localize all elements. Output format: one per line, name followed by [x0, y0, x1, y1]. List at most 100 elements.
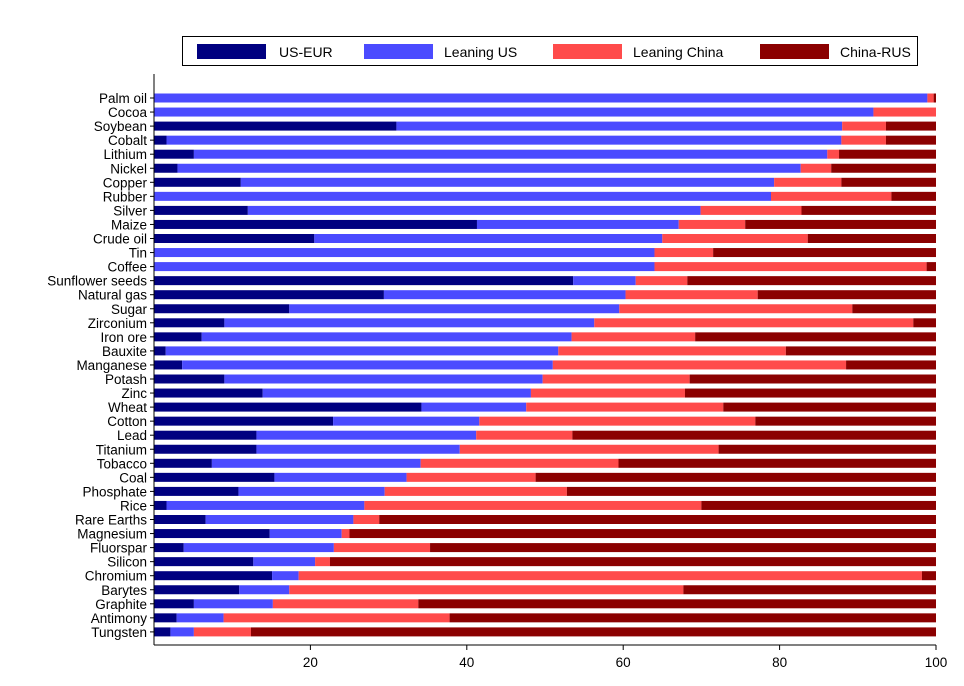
- bar-barytes-china-rus: [683, 585, 936, 595]
- y-tick-labels: Palm oilCocoaSoybeanCobaltLithiumNickelC…: [47, 91, 154, 640]
- bar-fluorspar-leaning-us: [183, 543, 334, 553]
- y-tick-label-magnesium: Magnesium: [77, 527, 147, 542]
- bar-rice-leaning-us: [166, 500, 365, 510]
- bar-lithium-leaning-china: [827, 149, 840, 159]
- y-tick-label-bauxite: Bauxite: [102, 344, 147, 359]
- bar-lead-us-eur: [154, 430, 257, 440]
- bar-silver-leaning-us: [247, 205, 701, 215]
- y-tick-label-nickel: Nickel: [110, 161, 147, 176]
- bar-tobacco-us-eur: [154, 458, 212, 468]
- bar-silver-leaning-china: [700, 205, 802, 215]
- bar-titanium-leaning-us: [256, 444, 460, 454]
- y-tick-label-lithium: Lithium: [103, 147, 147, 162]
- bar-silicon-china-rus: [329, 557, 936, 567]
- bar-zirconium-china-rus: [913, 318, 936, 328]
- bar-sunflower-seeds-leaning-china: [635, 276, 688, 286]
- bar-zinc-leaning-us: [262, 388, 531, 398]
- bar-graphite-leaning-china: [272, 599, 419, 609]
- bar-copper-us-eur: [154, 177, 241, 187]
- bar-wheat-us-eur: [154, 402, 422, 412]
- bar-bauxite-china-rus: [785, 346, 936, 356]
- bar-magnesium-leaning-us: [269, 529, 342, 539]
- bar-cotton-china-rus: [755, 416, 936, 426]
- bar-bauxite-us-eur: [154, 346, 166, 356]
- bar-nickel-us-eur: [154, 163, 178, 173]
- y-tick-label-coal: Coal: [119, 470, 147, 485]
- bar-natural-gas-china-rus: [757, 290, 936, 300]
- x-tick-label-80: 80: [772, 655, 787, 670]
- y-tick-label-rubber: Rubber: [103, 189, 148, 204]
- y-tick-label-graphite: Graphite: [95, 597, 147, 612]
- bar-titanium-china-rus: [718, 444, 936, 454]
- x-tick-label-40: 40: [459, 655, 474, 670]
- bar-iron-ore-china-rus: [695, 332, 936, 342]
- bar-bauxite-leaning-china: [558, 346, 786, 356]
- bar-antimony-leaning-us: [176, 613, 224, 623]
- bar-copper-leaning-us: [240, 177, 775, 187]
- bar-lead-leaning-us: [256, 430, 477, 440]
- legend-label-us-eur: US-EUR: [279, 44, 333, 60]
- bar-silicon-leaning-china: [315, 557, 330, 567]
- bar-lead-china-rus: [572, 430, 936, 440]
- bar-rare-earths-us-eur: [154, 515, 206, 524]
- y-tick-label-palm-oil: Palm oil: [99, 91, 147, 106]
- bar-sunflower-seeds-leaning-us: [573, 276, 636, 286]
- bar-zinc-us-eur: [154, 388, 263, 398]
- bar-coal-leaning-us: [274, 472, 407, 482]
- bar-silicon-leaning-us: [253, 557, 316, 567]
- bar-barytes-leaning-us: [239, 585, 290, 595]
- bar-silver-us-eur: [154, 205, 248, 215]
- y-tick-label-cotton: Cotton: [107, 414, 147, 429]
- bar-chromium-us-eur: [154, 571, 273, 581]
- bar-zinc-leaning-china: [530, 388, 685, 398]
- bar-cotton-us-eur: [154, 416, 334, 426]
- bar-potash-leaning-china: [542, 374, 690, 384]
- y-tick-label-wheat: Wheat: [108, 400, 147, 415]
- bar-manganese-leaning-us: [182, 360, 553, 370]
- bar-fluorspar-us-eur: [154, 543, 184, 553]
- bar-tobacco-china-rus: [618, 458, 936, 468]
- y-tick-label-barytes: Barytes: [101, 583, 147, 598]
- bar-manganese-leaning-china: [552, 360, 847, 370]
- bar-lithium-leaning-us: [193, 149, 828, 159]
- bar-fluorspar-leaning-china: [333, 543, 431, 553]
- bar-iron-ore-leaning-us: [201, 332, 572, 342]
- legend-swatch-china-rus: [760, 44, 829, 59]
- y-tick-label-lead: Lead: [117, 428, 147, 443]
- bar-crude-oil-leaning-china: [662, 234, 808, 243]
- bar-titanium-leaning-china: [459, 444, 719, 454]
- bar-copper-leaning-china: [774, 177, 842, 187]
- bar-chromium-leaning-china: [298, 571, 922, 581]
- bar-natural-gas-us-eur: [154, 290, 384, 300]
- bar-crude-oil-china-rus: [807, 234, 936, 243]
- bar-natural-gas-leaning-china: [625, 290, 758, 300]
- legend: US-EUR Leaning US Leaning China China-RU…: [182, 36, 918, 66]
- y-tick-label-titanium: Titanium: [96, 442, 147, 457]
- bar-crude-oil-leaning-us: [314, 234, 663, 243]
- bar-palm-oil-china-rus: [933, 93, 936, 103]
- bar-coal-leaning-china: [406, 472, 536, 482]
- x-ticks: 20 40 60 80 100: [303, 645, 947, 670]
- bar-coal-us-eur: [154, 472, 275, 482]
- y-tick-label-phosphate: Phosphate: [82, 484, 147, 499]
- bar-phosphate-china-rus: [566, 486, 936, 496]
- bar-magnesium-china-rus: [349, 529, 936, 539]
- bar-titanium-us-eur: [154, 444, 257, 454]
- bar-cobalt-china-rus: [885, 135, 936, 145]
- bar-zirconium-leaning-china: [594, 318, 914, 328]
- bar-rice-leaning-china: [364, 500, 702, 510]
- bar-magnesium-us-eur: [154, 529, 270, 539]
- bar-sugar-leaning-china: [619, 304, 853, 314]
- bar-barytes-us-eur: [154, 585, 240, 595]
- bar-antimony-leaning-china: [223, 613, 450, 623]
- bar-rare-earths-china-rus: [379, 515, 936, 524]
- bar-soybean-us-eur: [154, 121, 397, 131]
- y-tick-label-tungsten: Tungsten: [91, 625, 147, 640]
- bar-lithium-us-eur: [154, 149, 194, 159]
- bar-potash-us-eur: [154, 374, 225, 384]
- bar-nickel-china-rus: [831, 163, 936, 173]
- bar-cobalt-leaning-china: [841, 135, 886, 145]
- bar-tin-leaning-us: [154, 248, 655, 258]
- x-tick-label-60: 60: [616, 655, 631, 670]
- y-tick-label-iron-ore: Iron ore: [100, 330, 147, 345]
